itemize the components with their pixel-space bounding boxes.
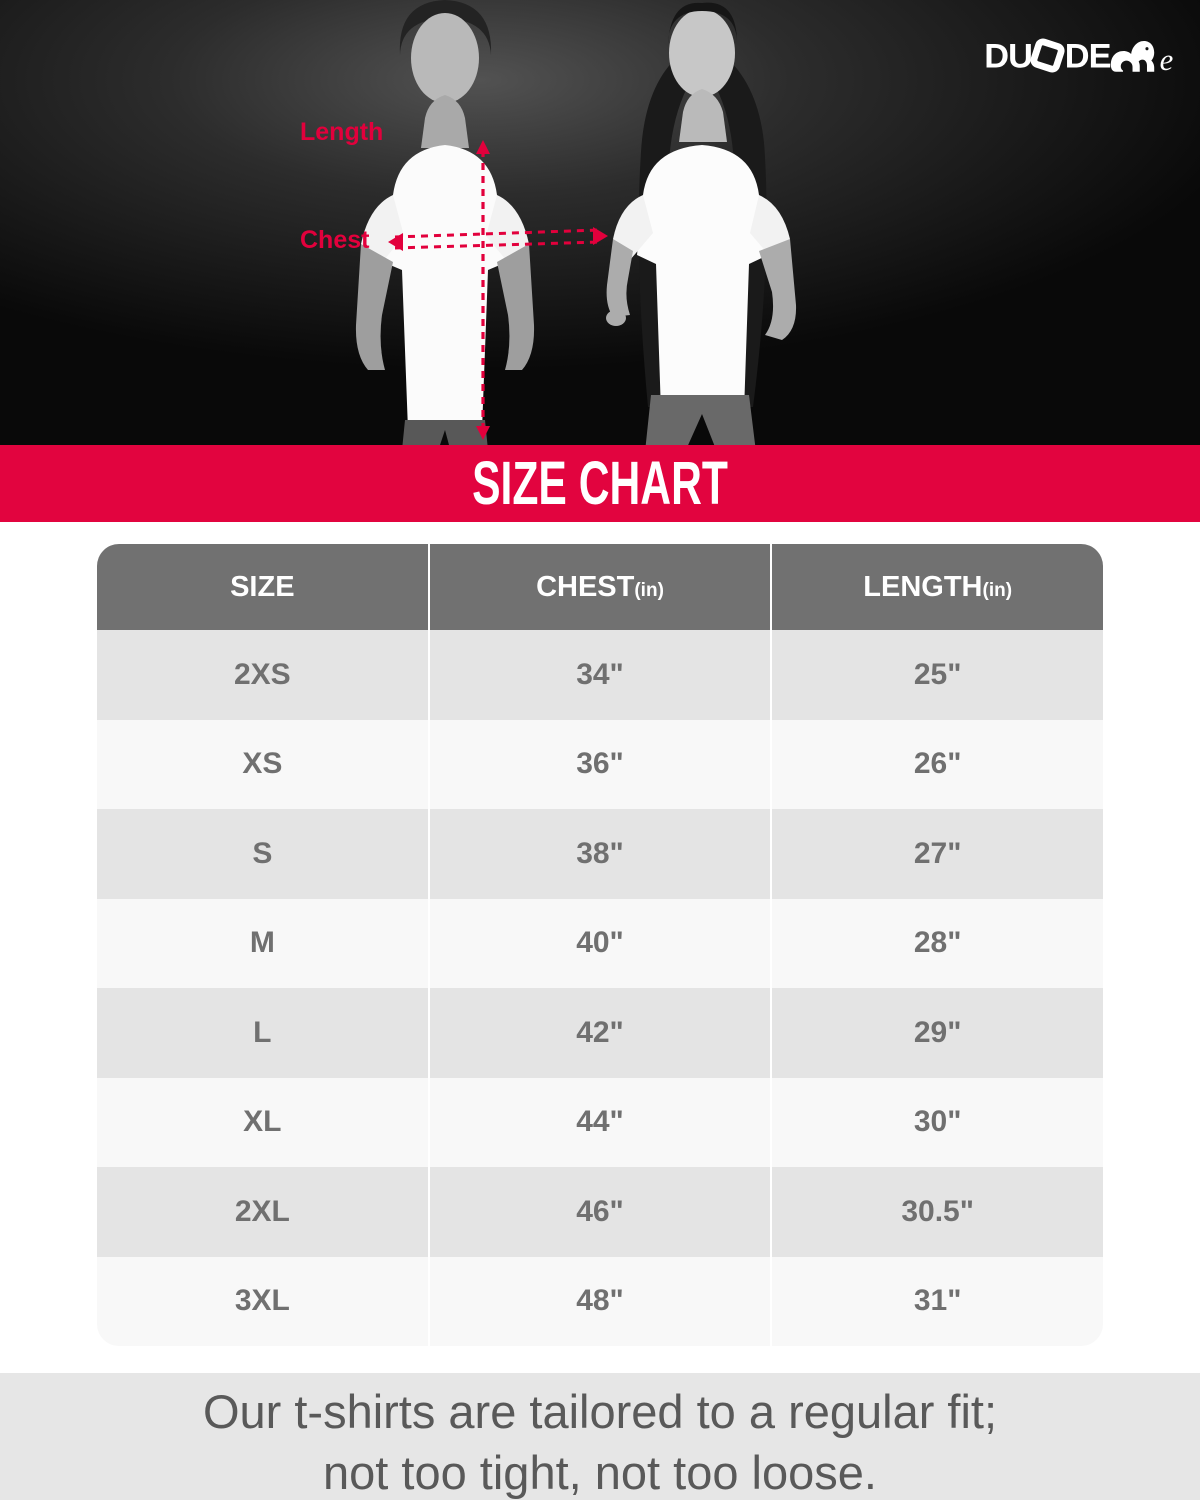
svg-text:DU: DU <box>986 37 1032 75</box>
svg-text:Length: Length <box>300 118 383 146</box>
svg-text:DE: DE <box>1065 37 1111 75</box>
svg-text:e: e <box>1160 43 1174 77</box>
svg-text:Chest: Chest <box>300 226 370 254</box>
